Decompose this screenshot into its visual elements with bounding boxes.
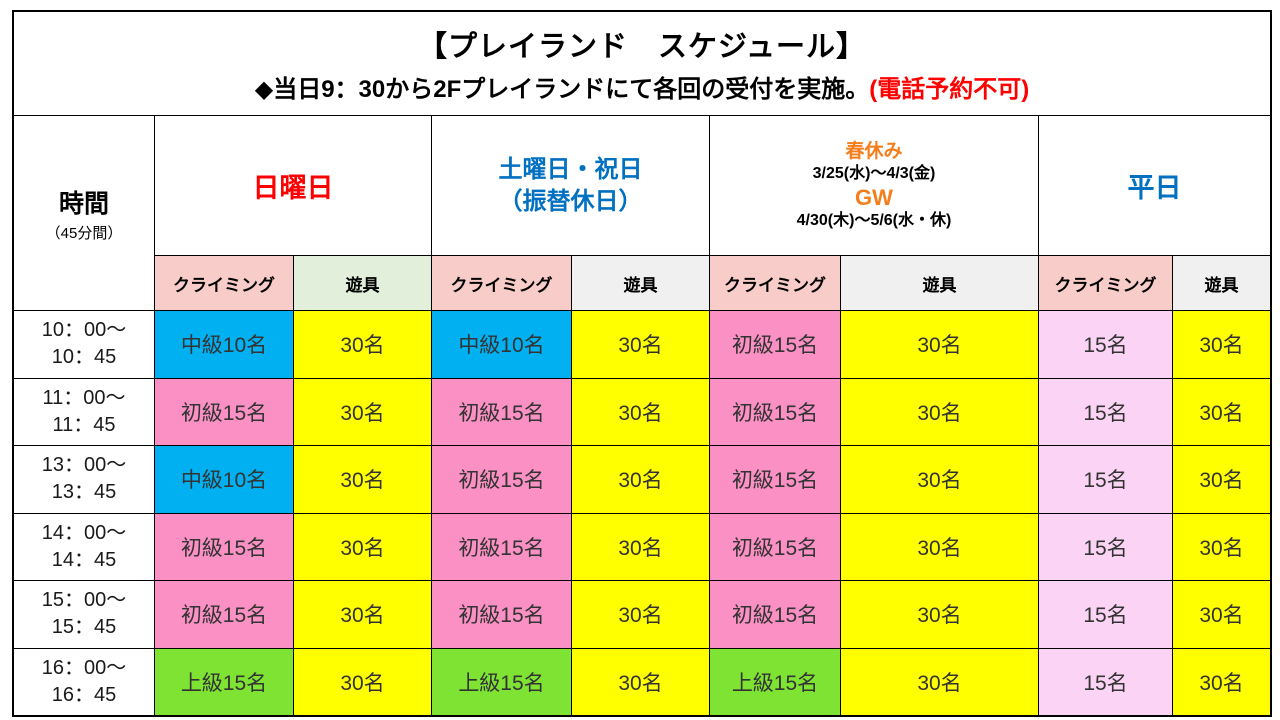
- spring-break-dates: 3/25(水)～4/3(金): [812, 164, 936, 182]
- time-header-duration: （45分間）: [45, 224, 123, 242]
- schedule-cell: 初級15名: [155, 581, 293, 648]
- subheader-climbing: クライミング: [710, 256, 840, 310]
- time-start: 13：00～: [41, 454, 127, 477]
- schedule-cell: 30名: [294, 311, 431, 378]
- schedule-cell: 15名: [1039, 446, 1172, 513]
- schedule-cell: 初級15名: [710, 378, 840, 445]
- time-start: 15：00～: [41, 589, 127, 612]
- reception-note: ◆当日9：30から2Fプレイランドにて各回の受付を実施。(電話予約不可): [255, 69, 1030, 104]
- schedule-cell: 30名: [1173, 311, 1270, 378]
- schedule-cell: 上級15名: [155, 648, 293, 715]
- schedule-cell: 中級10名: [432, 311, 571, 378]
- schedule-cell: 30名: [1173, 446, 1270, 513]
- schedule-cell: 初級15名: [710, 446, 840, 513]
- subheader-equipment: 遊具: [572, 256, 709, 310]
- schedule-cell: 上級15名: [432, 648, 571, 715]
- time-end: 14：45: [51, 548, 117, 571]
- time-slot-cell: 16：00～ 16：45: [14, 648, 154, 715]
- schedule-cell: 30名: [1173, 581, 1270, 648]
- subheader-equipment: 遊具: [294, 256, 431, 310]
- schedule-cell: 初級15名: [432, 378, 571, 445]
- subheader-climbing: クライミング: [432, 256, 571, 310]
- time-end: 13：45: [51, 481, 117, 504]
- schedule-cell: 初級15名: [155, 513, 293, 580]
- column-header-weekday: 平日: [1039, 116, 1270, 255]
- weekday-label: 平日: [1127, 173, 1182, 203]
- schedule-cell: 中級10名: [155, 446, 293, 513]
- schedule-cell: 30名: [841, 648, 1038, 715]
- column-header-sunday: 日曜日: [155, 116, 431, 255]
- schedule-cell: 30名: [1173, 513, 1270, 580]
- schedule-cell: 初級15名: [432, 513, 571, 580]
- time-start: 16：00～: [41, 656, 127, 679]
- schedule-cell: 30名: [572, 378, 709, 445]
- time-slot-cell: 10：00～ 10：45: [14, 311, 154, 378]
- schedule-cell: 30名: [841, 581, 1038, 648]
- time-end: 15：45: [51, 616, 117, 639]
- schedule-cell: 30名: [572, 648, 709, 715]
- schedule-cell: 30名: [841, 446, 1038, 513]
- schedule-cell: 上級15名: [710, 648, 840, 715]
- schedule-cell: 初級15名: [155, 378, 293, 445]
- column-header-spring-gw: 春休み 3/25(水)～4/3(金) GW 4/30(木)～5/6(水・休): [710, 116, 1038, 255]
- schedule-cell: 30名: [572, 311, 709, 378]
- schedule-cell: 30名: [841, 513, 1038, 580]
- schedule-cell: 15名: [1039, 378, 1172, 445]
- time-end: 16：45: [51, 683, 117, 706]
- saturday-label-line1: 土曜日・祝日: [498, 156, 643, 184]
- schedule-cell: 初級15名: [432, 581, 571, 648]
- schedule-cell: 15名: [1039, 311, 1172, 378]
- subheader-climbing: クライミング: [1039, 256, 1172, 310]
- gw-label: GW: [855, 184, 893, 210]
- schedule-grid: 【プレイランド スケジュール】 ◆当日9：30から2Fプレイランドにて各回の受付…: [14, 12, 1270, 715]
- gw-dates: 4/30(木)～5/6(水・休): [796, 212, 952, 230]
- time-slot-cell: 14：00～ 14：45: [14, 513, 154, 580]
- time-start: 14：00～: [41, 521, 127, 544]
- subheader-equipment: 遊具: [841, 256, 1038, 310]
- schedule-cell: 15名: [1039, 648, 1172, 715]
- subheader-equipment: 遊具: [1173, 256, 1270, 310]
- schedule-cell: 30名: [1173, 648, 1270, 715]
- schedule-cell: 30名: [294, 513, 431, 580]
- schedule-table: 【プレイランド スケジュール】 ◆当日9：30から2Fプレイランドにて各回の受付…: [12, 10, 1272, 717]
- schedule-cell: 30名: [294, 378, 431, 445]
- page-title: 【プレイランド スケジュール】: [418, 31, 866, 63]
- schedule-cell: 初級15名: [432, 446, 571, 513]
- saturday-label-line2: （振替休日）: [498, 187, 643, 215]
- schedule-cell: 初級15名: [710, 513, 840, 580]
- schedule-cell: 初級15名: [710, 581, 840, 648]
- schedule-cell: 30名: [572, 513, 709, 580]
- time-column-header: 時間 （45分間）: [14, 116, 154, 310]
- time-end: 11：45: [52, 413, 116, 436]
- schedule-cell: 30名: [572, 581, 709, 648]
- time-slot-cell: 15：00～ 15：45: [14, 581, 154, 648]
- time-header-label: 時間: [58, 189, 109, 218]
- schedule-cell: 30名: [294, 648, 431, 715]
- time-slot-cell: 11：00～ 11：45: [14, 378, 154, 445]
- spring-break-label: 春休み: [845, 140, 903, 162]
- schedule-cell: 中級10名: [155, 311, 293, 378]
- column-header-saturday-holiday: 土曜日・祝日 （振替休日）: [432, 116, 709, 255]
- time-start: 10：00～: [41, 319, 127, 342]
- schedule-cell: 30名: [841, 311, 1038, 378]
- schedule-cell: 30名: [841, 378, 1038, 445]
- time-slot-cell: 13：00～ 13：45: [14, 446, 154, 513]
- time-start: 11：00～: [42, 386, 126, 409]
- schedule-cell: 30名: [294, 581, 431, 648]
- schedule-cell: 30名: [572, 446, 709, 513]
- reception-note-text: ◆当日9：30から2Fプレイランドにて各回の受付を実施。: [254, 76, 870, 103]
- schedule-cell: 30名: [294, 446, 431, 513]
- title-block: 【プレイランド スケジュール】 ◆当日9：30から2Fプレイランドにて各回の受付…: [14, 12, 1270, 115]
- sunday-label: 日曜日: [252, 173, 334, 203]
- schedule-cell: 初級15名: [710, 311, 840, 378]
- schedule-cell: 15名: [1039, 581, 1172, 648]
- time-end: 10：45: [51, 346, 117, 369]
- no-phone-reservation-warning: (電話予約不可): [869, 76, 1030, 103]
- schedule-cell: 30名: [1173, 378, 1270, 445]
- subheader-climbing: クライミング: [155, 256, 293, 310]
- schedule-cell: 15名: [1039, 513, 1172, 580]
